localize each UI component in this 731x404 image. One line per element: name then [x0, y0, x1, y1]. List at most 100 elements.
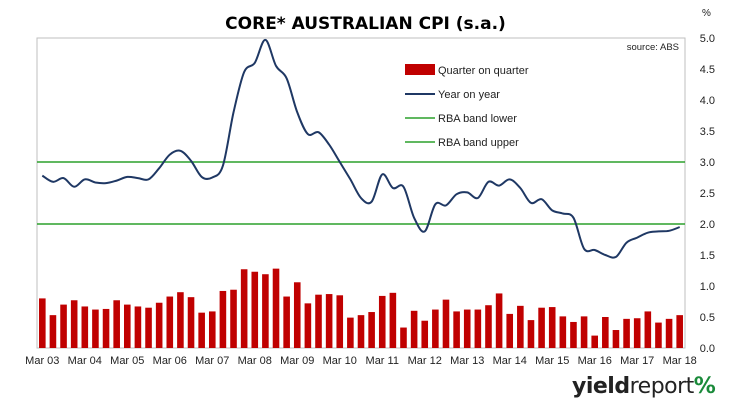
logo-word-yield: yield — [572, 374, 630, 399]
x-tick-label: Mar 16 — [578, 355, 612, 367]
qoq-bar — [591, 335, 598, 348]
legend-swatch-qoq — [405, 64, 435, 75]
qoq-bar — [336, 295, 344, 348]
qoq-bar — [548, 307, 556, 348]
source-note: source: ABS — [627, 42, 679, 53]
qoq-bar — [60, 304, 67, 348]
qoq-bar — [208, 311, 216, 348]
qoq-bar — [102, 308, 110, 348]
qoq-bar — [506, 313, 514, 348]
qoq-bar — [421, 320, 429, 348]
plot-area-frame — [36, 37, 686, 349]
x-tick-label: Mar 15 — [535, 355, 569, 367]
x-tick-label: Mar 09 — [280, 355, 314, 367]
x-tick-label: Mar 04 — [68, 355, 102, 367]
qoq-bar — [272, 268, 280, 348]
legend-label: RBA band lower — [438, 113, 517, 125]
qoq-bar — [453, 311, 460, 348]
qoq-bar — [219, 290, 227, 348]
qoq-bar — [570, 321, 577, 348]
qoq-bar — [389, 292, 397, 348]
qoq-bar — [304, 303, 312, 348]
qoq-bar — [463, 309, 471, 348]
qoq-bar — [124, 304, 131, 348]
qoq-bar — [347, 317, 354, 348]
x-tick-label: Mar 13 — [450, 355, 484, 367]
qoq-bar — [676, 315, 683, 348]
y-tick-label: 2.5 — [700, 188, 715, 200]
qoq-bar — [230, 289, 237, 348]
qoq-bar — [70, 300, 78, 348]
qoq-bar — [357, 315, 365, 348]
qoq-bar — [580, 316, 588, 348]
qoq-bar — [538, 307, 545, 348]
y-tick-label: 1.5 — [700, 250, 715, 262]
qoq-bar — [39, 298, 46, 348]
y-tick-label: 3.5 — [700, 126, 715, 138]
qoq-bar — [485, 305, 492, 348]
qoq-bar — [293, 282, 301, 348]
yoy-line — [41, 38, 681, 259]
x-tick-label: Mar 10 — [323, 355, 357, 367]
qoq-bar — [187, 297, 195, 348]
y-tick-label: 0.5 — [700, 312, 715, 324]
qoq-bar — [134, 306, 142, 348]
qoq-bar — [315, 294, 322, 348]
qoq-bar — [655, 322, 662, 348]
qoq-bar — [644, 311, 652, 348]
y-tick-label: 4.0 — [700, 95, 715, 107]
qoq-bar — [240, 269, 248, 348]
x-tick-label: Mar 06 — [153, 355, 187, 367]
qoq-bar — [251, 271, 259, 348]
qoq-bar — [623, 318, 630, 348]
legend-label: Quarter on quarter — [438, 65, 529, 77]
legend-label: RBA band upper — [438, 137, 519, 149]
qoq-bar — [495, 293, 503, 348]
qoq-bar — [665, 318, 673, 348]
qoq-bar — [166, 296, 174, 348]
qoq-bar — [145, 307, 152, 348]
y-tick-label: 5.0 — [700, 33, 715, 45]
y-tick-label: 3.0 — [700, 157, 715, 169]
qoq-bar — [113, 300, 120, 348]
qoq-bar — [559, 316, 567, 348]
x-tick-label: Mar 18 — [663, 355, 697, 367]
qoq-bar — [81, 306, 89, 348]
yieldreport-logo: yieldreport% — [572, 374, 716, 399]
x-tick-label: Mar 11 — [366, 355, 399, 367]
qoq-bar — [612, 330, 620, 348]
qoq-bar — [633, 318, 641, 348]
logo-percent-mark: % — [693, 374, 716, 399]
legend-label: Year on year — [438, 89, 500, 101]
qoq-bar — [432, 309, 439, 348]
y-tick-label: 1.0 — [700, 281, 715, 293]
qoq-bar — [517, 305, 524, 348]
logo-word-report: report — [629, 374, 695, 399]
qoq-bar — [368, 312, 375, 348]
x-tick-label: Mar 03 — [25, 355, 59, 367]
x-tick-label: Mar 17 — [620, 355, 654, 367]
qoq-bar — [400, 327, 407, 348]
qoq-bar — [410, 310, 418, 348]
x-tick-label: Mar 05 — [110, 355, 144, 367]
x-tick-label: Mar 08 — [238, 355, 272, 367]
qoq-bar — [602, 317, 609, 348]
qoq-bar — [155, 302, 163, 348]
chart-title: CORE* AUSTRALIAN CPI (s.a.) — [225, 14, 506, 34]
qoq-bar — [378, 295, 386, 348]
x-tick-label: Mar 14 — [493, 355, 527, 367]
qoq-bar — [177, 292, 184, 348]
unit-label: % — [702, 8, 711, 19]
qoq-bar — [442, 299, 450, 348]
qoq-bar — [198, 312, 205, 348]
qoq-bar — [92, 309, 99, 348]
qoq-bar — [262, 274, 269, 348]
y-tick-label: 2.0 — [700, 219, 715, 231]
qoq-bar — [325, 294, 333, 348]
qoq-bar — [49, 315, 57, 348]
y-tick-label: 4.5 — [700, 64, 715, 76]
x-tick-label: Mar 12 — [408, 355, 442, 367]
qoq-bar — [474, 309, 482, 348]
x-tick-label: Mar 07 — [195, 355, 229, 367]
